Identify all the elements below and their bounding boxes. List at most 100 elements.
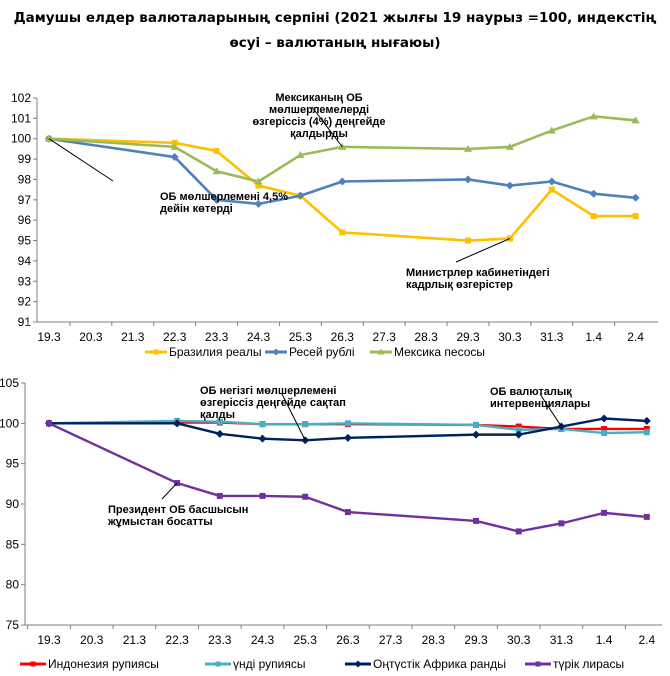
y-tick-label: 90 — [6, 497, 20, 511]
data-point-marker — [338, 177, 347, 186]
annotation-text: қалдырды — [290, 128, 348, 140]
x-tick-label: 24.3 — [247, 330, 271, 344]
legend-label: түрік лирасы — [553, 657, 624, 671]
series-line — [48, 137, 636, 242]
y-tick-label: 102 — [11, 91, 31, 105]
x-tick-label: 21.3 — [123, 633, 147, 647]
legend-label: үнді рупиясы — [233, 657, 306, 671]
x-tick-label: 23.3 — [208, 633, 232, 647]
data-point-marker — [601, 425, 608, 432]
x-tick-label: 1.4 — [596, 633, 613, 647]
data-point-marker — [632, 213, 639, 220]
data-point-marker — [631, 116, 640, 124]
data-point-marker — [296, 151, 305, 159]
annotation-text: Президент ОБ басшысын — [108, 504, 248, 516]
data-point-marker — [506, 235, 513, 242]
y-tick-label: 95 — [18, 234, 32, 248]
annotation-text: Министрлер кабинетіндегі — [406, 267, 550, 279]
annotation-text: жұмыстан босатты — [107, 516, 213, 528]
data-point-marker — [170, 142, 179, 150]
x-tick-label: 2.4 — [638, 633, 655, 647]
x-tick-label: 30.3 — [498, 330, 522, 344]
data-point-marker — [547, 126, 556, 134]
legend-item-2: үнді рупиясы — [205, 657, 306, 671]
data-point-marker — [272, 348, 280, 356]
data-point-marker — [601, 509, 608, 516]
data-point-marker — [344, 509, 351, 516]
data-point-marker — [354, 660, 362, 668]
y-tick-label: 100 — [11, 132, 31, 146]
data-point-marker — [631, 193, 640, 202]
legend-label: Мексика песосы — [394, 345, 485, 359]
annotation-text: дейін көтерді — [160, 203, 233, 215]
legend-item-3: Мексика песосы — [370, 345, 485, 359]
data-point-marker — [547, 177, 556, 186]
annotation-text: қалды — [200, 409, 235, 421]
annotation-text: Мексиканың ОБ — [275, 92, 362, 104]
x-tick-label: 31.3 — [540, 330, 564, 344]
annotation-leader-line — [48, 138, 114, 182]
data-point-marker — [505, 142, 514, 150]
data-point-marker — [216, 492, 223, 499]
annotation-text: ОБ негізгі мөлшерлемені — [200, 385, 336, 397]
x-tick-label: 27.3 — [373, 330, 397, 344]
data-point-marker — [548, 186, 555, 193]
annotation-leader-line — [539, 393, 562, 427]
y-tick-label: 101 — [11, 111, 31, 125]
y-tick-label: 96 — [18, 213, 32, 227]
chart-bottom: 75 80 85 90 95 100 105 19.3 20.3 21.3 22.3 23.3 24.3… — [0, 376, 662, 671]
legend-label: Индонезия рупиясы — [48, 657, 159, 671]
annotation: ОБ мөлшерлемені 4,5%дейін көтерді — [48, 138, 288, 215]
data-point-marker — [515, 528, 522, 535]
data-point-marker — [589, 189, 598, 198]
x-tick-label: 24.3 — [251, 633, 275, 647]
y-tick-label: 95 — [6, 457, 20, 471]
data-point-marker — [642, 416, 651, 425]
data-point-marker — [643, 513, 650, 520]
annotation-text: өзгеріссіз (4%) деңгейде — [252, 116, 385, 128]
data-point-marker — [216, 418, 223, 425]
x-tick-label: 23.3 — [205, 330, 229, 344]
legend-item-1: Индонезия рупиясы — [20, 657, 159, 671]
data-point-marker — [643, 429, 650, 436]
x-tick-label: 28.3 — [414, 330, 438, 344]
data-point-marker — [505, 181, 514, 190]
data-point-marker — [589, 112, 598, 120]
data-point-marker — [343, 433, 352, 442]
data-point-marker — [302, 493, 309, 500]
data-point-marker — [465, 237, 471, 244]
x-tick-label: 1.4 — [585, 330, 602, 344]
y-tick-label: 105 — [0, 376, 19, 390]
annotation-text: кадрлық өзгерістер — [406, 279, 513, 291]
data-point-marker — [515, 423, 522, 430]
x-tick-label: 19.3 — [37, 633, 61, 647]
y-tick-label: 99 — [18, 152, 32, 166]
data-point-marker — [173, 419, 182, 428]
x-tick-label: 27.3 — [379, 633, 403, 647]
data-point-marker — [464, 175, 472, 184]
data-point-marker — [590, 213, 597, 220]
x-tick-label: 28.3 — [422, 633, 446, 647]
y-tick-label: 80 — [6, 578, 20, 592]
annotation-leader-line — [455, 238, 511, 263]
x-tick-label: 22.3 — [165, 633, 189, 647]
data-point-marker — [46, 420, 52, 427]
data-point-marker — [600, 414, 609, 423]
data-point-marker — [601, 430, 608, 437]
data-point-marker — [558, 520, 565, 527]
x-tick-label: 26.3 — [331, 330, 355, 344]
x-tick-label: 22.3 — [163, 330, 187, 344]
legend-label: Ресей рублі — [289, 345, 355, 359]
x-tick-label: 30.3 — [507, 633, 531, 647]
y-tick-label: 85 — [6, 537, 20, 551]
y-tick-label: 94 — [18, 254, 32, 268]
data-point-marker — [464, 144, 472, 152]
data-point-marker — [254, 177, 263, 185]
data-point-marker — [339, 229, 346, 236]
legend-item-1: Бразилия реалы — [145, 345, 261, 359]
annotation-text: өзгеріссіз деңгейде сақтап — [200, 397, 346, 409]
data-point-marker — [643, 425, 650, 432]
